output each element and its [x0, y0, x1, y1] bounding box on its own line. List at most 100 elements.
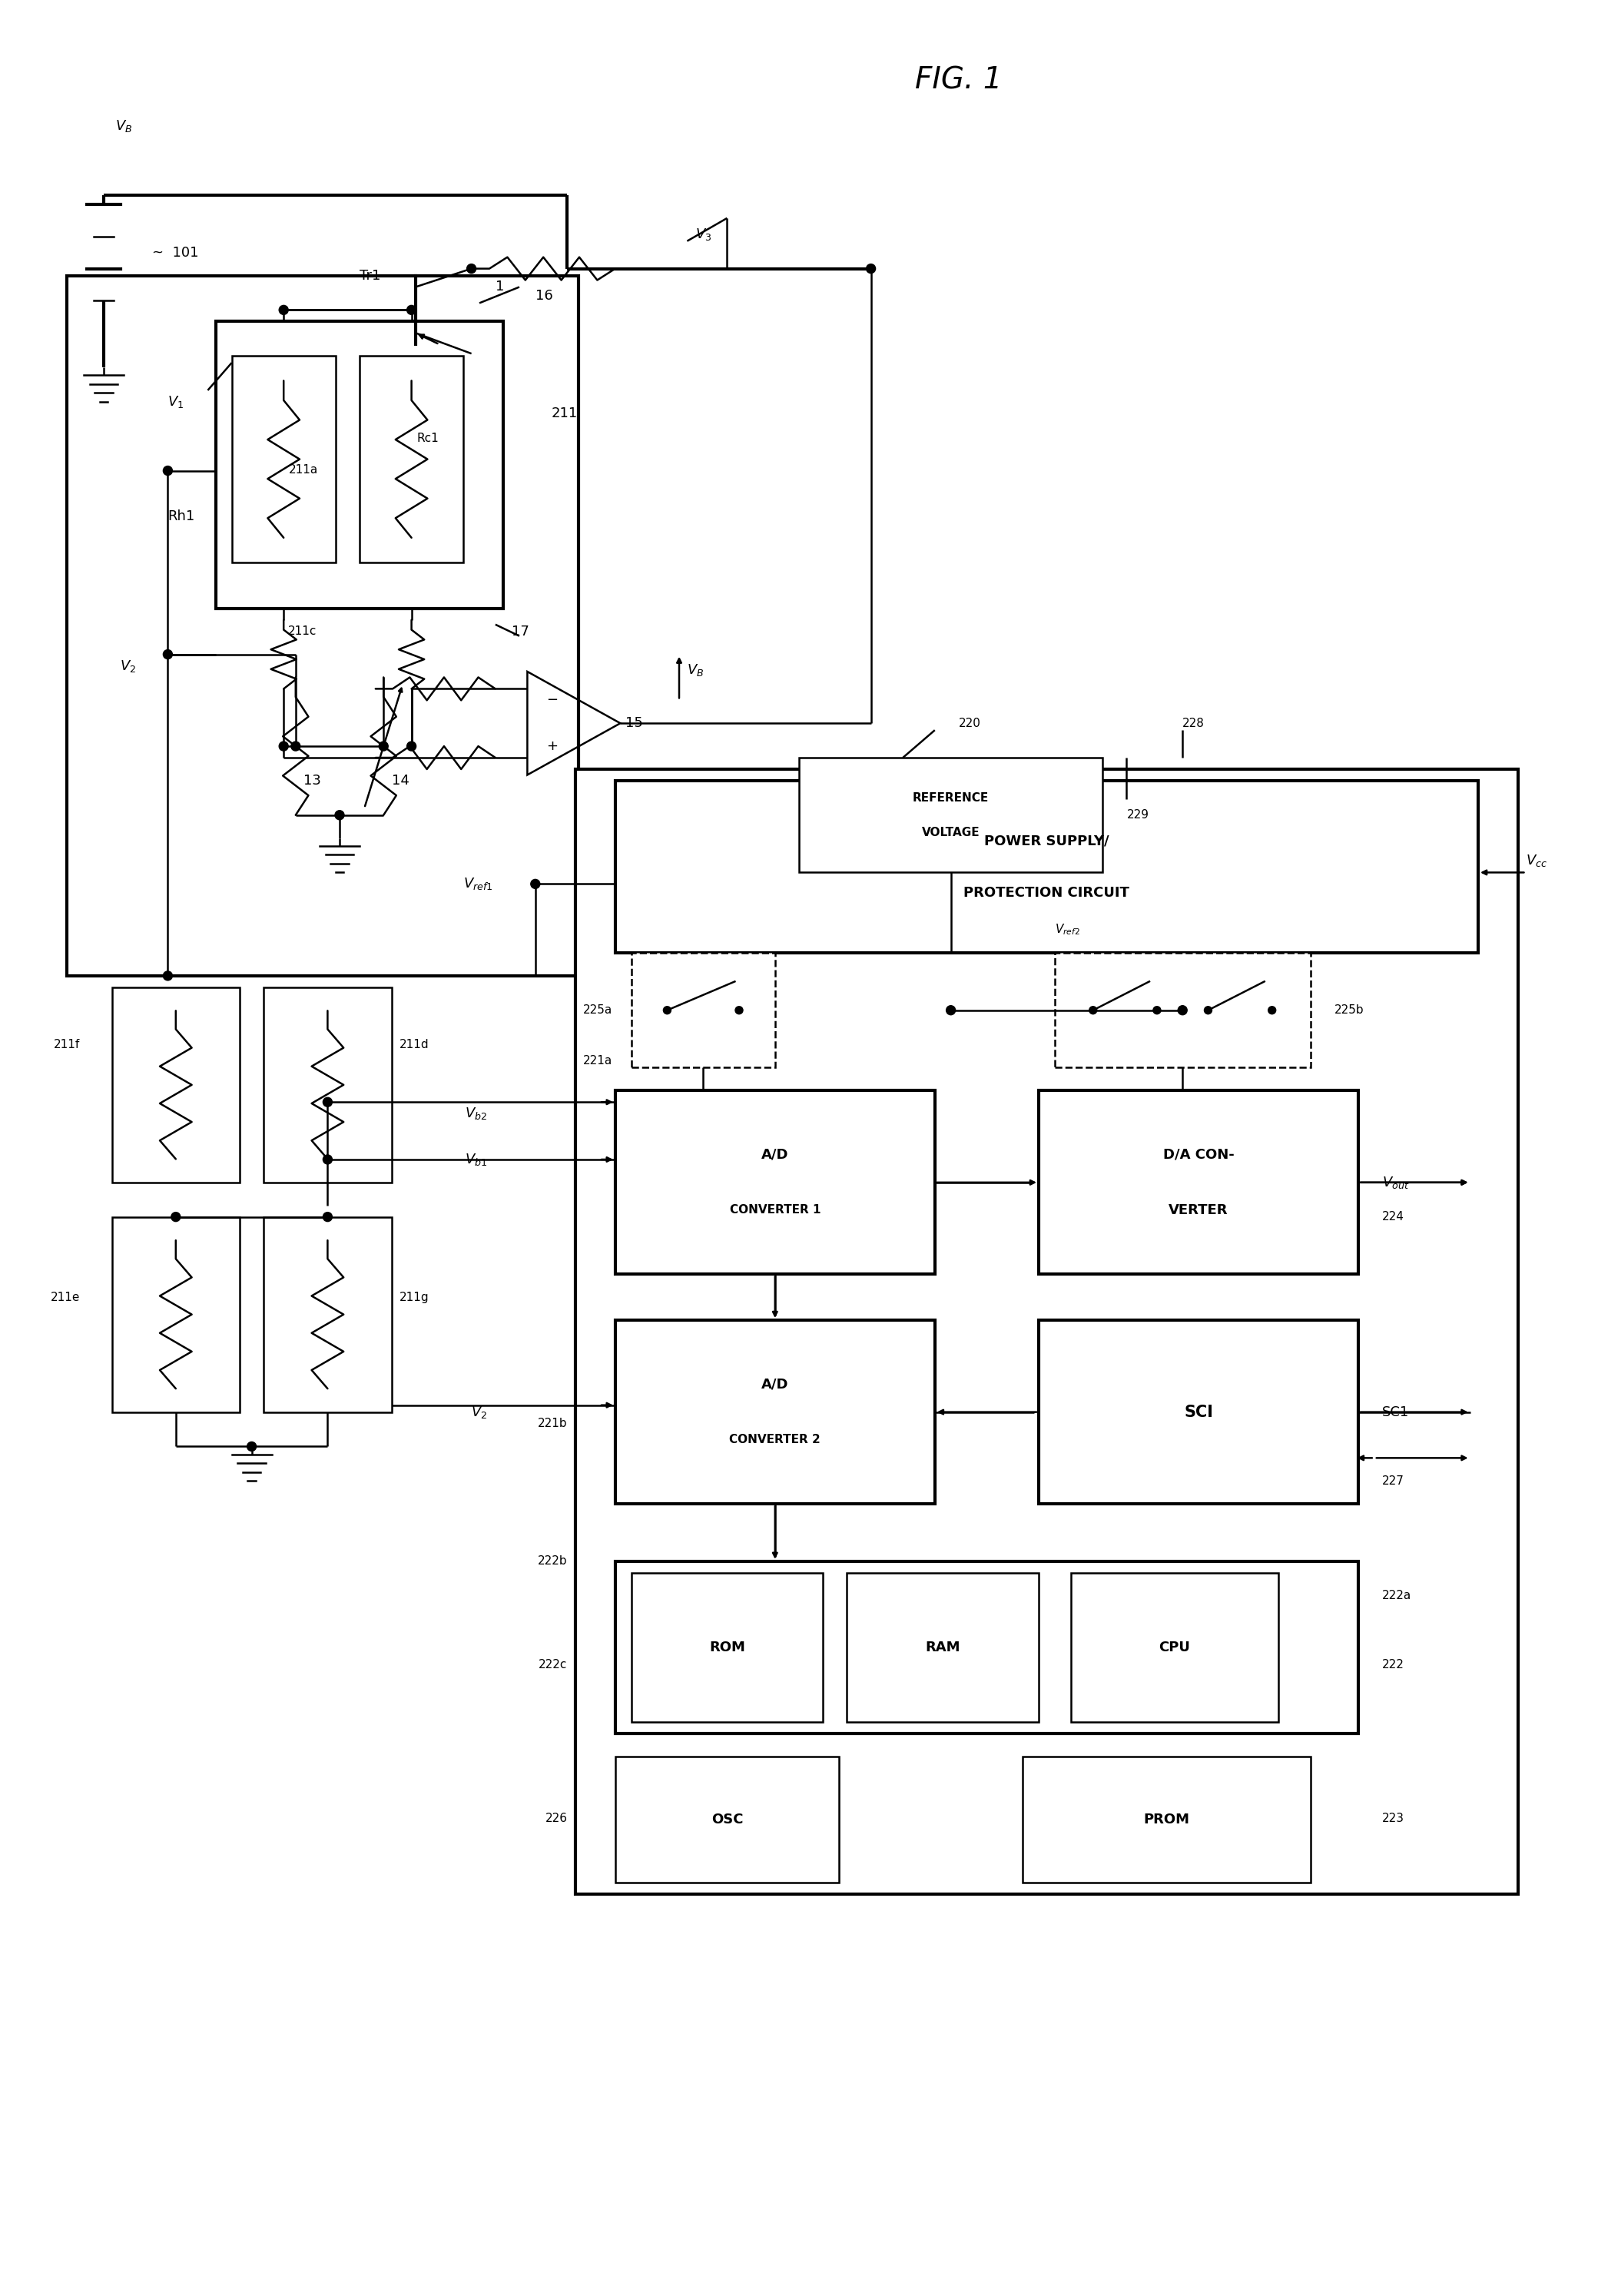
Text: 222: 222: [1382, 1658, 1405, 1671]
Text: −: −: [547, 693, 558, 707]
Bar: [1023, 1756, 1310, 1883]
Text: POWER SUPPLY/: POWER SUPPLY/: [984, 833, 1109, 847]
Text: CONVERTER 1: CONVERTER 1: [730, 1203, 820, 1217]
Text: ROM: ROM: [710, 1639, 745, 1655]
Bar: [112, 1217, 240, 1412]
Bar: [1039, 1320, 1358, 1504]
Text: PROM: PROM: [1144, 1812, 1189, 1828]
Text: 15: 15: [625, 716, 642, 730]
Text: $V_3$: $V_3$: [695, 227, 711, 241]
Circle shape: [531, 879, 540, 889]
Circle shape: [407, 305, 415, 315]
Bar: [631, 1573, 823, 1722]
Text: 224: 224: [1382, 1210, 1405, 1224]
Circle shape: [336, 810, 344, 820]
Text: 17: 17: [511, 625, 529, 638]
Text: $V_{b1}$: $V_{b1}$: [465, 1153, 487, 1166]
Text: 211a: 211a: [289, 464, 318, 475]
Circle shape: [280, 305, 288, 315]
Text: $V_B$: $V_B$: [687, 664, 705, 677]
Text: 225b: 225b: [1334, 1003, 1365, 1017]
Bar: [1055, 953, 1310, 1068]
Circle shape: [291, 742, 300, 751]
Text: $V_1$: $V_1$: [168, 395, 184, 409]
Text: 211f: 211f: [54, 1038, 80, 1052]
Circle shape: [163, 466, 173, 475]
Text: 13: 13: [304, 774, 321, 788]
Bar: [112, 987, 240, 1182]
Bar: [615, 1561, 1358, 1733]
Text: SCI: SCI: [1184, 1405, 1213, 1419]
Text: 211: 211: [551, 406, 577, 420]
Bar: [615, 1091, 935, 1274]
Text: 228: 228: [1183, 716, 1205, 730]
Bar: [615, 781, 1478, 953]
Text: 222c: 222c: [539, 1658, 567, 1671]
Text: $V_{out}$: $V_{out}$: [1382, 1176, 1409, 1189]
Circle shape: [1154, 1006, 1160, 1015]
Bar: [847, 1573, 1039, 1722]
Text: 1: 1: [495, 280, 503, 294]
Circle shape: [280, 742, 288, 751]
Text: OSC: OSC: [711, 1812, 743, 1828]
Bar: [264, 1217, 392, 1412]
Circle shape: [379, 742, 388, 751]
Text: 211g: 211g: [400, 1290, 430, 1304]
Text: 222b: 222b: [537, 1554, 567, 1568]
Bar: [1039, 1091, 1358, 1274]
Bar: [232, 356, 336, 563]
Text: SC1: SC1: [1382, 1405, 1409, 1419]
Text: CONVERTER 2: CONVERTER 2: [729, 1433, 821, 1446]
Circle shape: [1178, 1006, 1187, 1015]
Text: 222a: 222a: [1382, 1589, 1411, 1603]
Bar: [615, 1320, 935, 1504]
Text: FIG. 1: FIG. 1: [916, 67, 1002, 94]
Text: CPU: CPU: [1159, 1639, 1191, 1655]
Text: RAM: RAM: [925, 1639, 960, 1655]
Text: 227: 227: [1382, 1474, 1405, 1488]
Text: $V_{ref1}$: $V_{ref1}$: [463, 877, 494, 891]
Bar: [67, 276, 578, 976]
Text: $V_{b2}$: $V_{b2}$: [465, 1107, 487, 1120]
Text: $V_2$: $V_2$: [471, 1405, 487, 1419]
Circle shape: [323, 1212, 332, 1221]
Circle shape: [467, 264, 476, 273]
Text: 223: 223: [1382, 1812, 1405, 1825]
Text: 220: 220: [959, 716, 981, 730]
Circle shape: [946, 1006, 956, 1015]
Text: ~  101: ~ 101: [152, 246, 198, 259]
Text: Tr1: Tr1: [360, 269, 380, 282]
Text: 211d: 211d: [400, 1038, 430, 1052]
Circle shape: [323, 1097, 332, 1107]
Circle shape: [163, 971, 173, 980]
Bar: [615, 1756, 839, 1883]
Text: REFERENCE: REFERENCE: [912, 792, 989, 804]
Text: $V_B$: $V_B$: [115, 119, 133, 133]
Text: Rc1: Rc1: [417, 432, 439, 445]
Bar: [1071, 1573, 1278, 1722]
Text: $V_2$: $V_2$: [120, 659, 136, 673]
Circle shape: [735, 1006, 743, 1015]
Text: 221b: 221b: [537, 1417, 567, 1430]
Text: A/D: A/D: [761, 1148, 789, 1162]
Circle shape: [663, 1006, 671, 1015]
Circle shape: [866, 264, 876, 273]
Circle shape: [1205, 1006, 1211, 1015]
Bar: [799, 758, 1103, 872]
Text: 14: 14: [392, 774, 409, 788]
Text: 225a: 225a: [583, 1003, 612, 1017]
Text: 211c: 211c: [288, 625, 316, 638]
Text: 226: 226: [545, 1812, 567, 1825]
Text: 221a: 221a: [583, 1054, 612, 1068]
Bar: [360, 356, 463, 563]
Circle shape: [171, 1212, 181, 1221]
Bar: [264, 987, 392, 1182]
Text: 211e: 211e: [51, 1290, 80, 1304]
Text: $V_{cc}$: $V_{cc}$: [1526, 854, 1547, 868]
Circle shape: [407, 742, 415, 751]
Circle shape: [1090, 1006, 1096, 1015]
Text: 229: 229: [1127, 808, 1149, 822]
Text: VERTER: VERTER: [1168, 1203, 1229, 1217]
Circle shape: [248, 1442, 256, 1451]
Text: $V_{ref2}$: $V_{ref2}$: [1055, 923, 1080, 937]
